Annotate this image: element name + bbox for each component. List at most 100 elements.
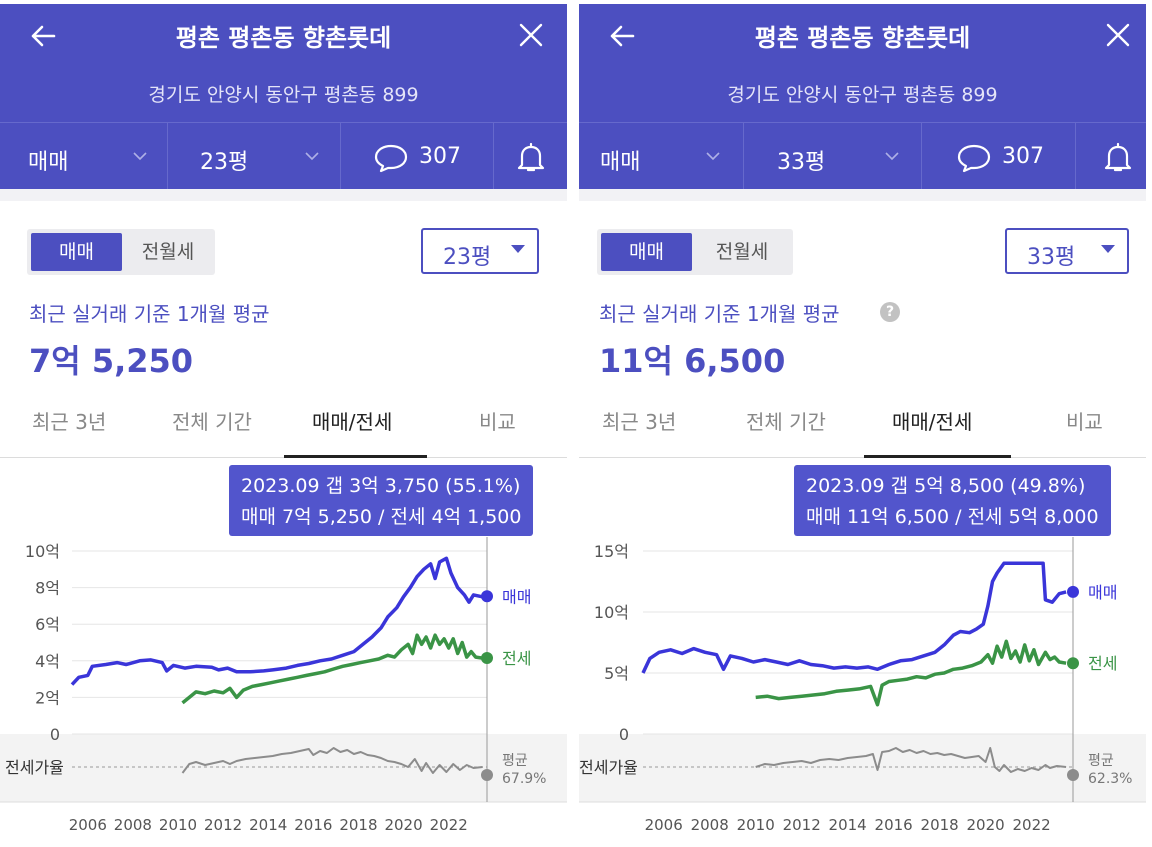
tab-all-period[interactable]: 전체 기간 — [172, 410, 252, 434]
x-tick-label: 2010 — [159, 816, 197, 834]
toggle-rent[interactable]: 전월세 — [715, 241, 769, 263]
size-label: 23평 — [200, 150, 249, 175]
sale-end-point — [1067, 585, 1079, 598]
panel-33: 평촌 평촌동 향촌롯데 경기도 안양시 동안구 평촌동 899 매매 33평 3… — [579, 4, 1146, 847]
active-tab-indicator — [284, 455, 427, 458]
y-tick-label: 4억 — [35, 652, 60, 671]
caret-down-icon — [511, 245, 525, 253]
x-tick-label: 2022 — [430, 816, 468, 834]
tab-recent-3y[interactable]: 최근 3년 — [32, 410, 107, 434]
tab-sale-jeonse[interactable]: 매매/전세 — [312, 410, 393, 434]
y-tick-label: 10억 — [594, 603, 629, 622]
app-header: 평촌 평촌동 향촌롯데 경기도 안양시 동안구 평촌동 899 매매 33평 3… — [579, 4, 1146, 190]
average-label: 평균 — [502, 753, 528, 769]
close-icon[interactable] — [517, 21, 545, 49]
x-tick-label: 2014 — [249, 816, 287, 834]
price-chart[interactable]: 15억 10억 5억 0 전세가율 2006 2008 2010 2012 2014 2016 201… — [579, 458, 1146, 847]
ratio-axis-label: 전세가율 — [5, 758, 64, 777]
x-tick-label: 2018 — [921, 816, 959, 834]
y-tick-label: 15억 — [594, 542, 629, 561]
average-ratio-value: 67.9% — [502, 771, 546, 787]
deal-type-dropdown[interactable]: 매매 — [579, 123, 744, 190]
y-tick-label: 2억 — [35, 688, 60, 707]
tab-sale-jeonse[interactable]: 매매/전세 — [892, 410, 973, 434]
ratio-band — [579, 734, 1146, 802]
page-title: 평촌 평촌동 향촌롯데 — [175, 24, 392, 52]
app-header: 평촌 평촌동 향촌롯데 경기도 안양시 동안구 평촌동 899 매매 23평 3… — [0, 4, 567, 190]
sale-line — [641, 561, 1067, 674]
comments-count: 307 — [419, 144, 461, 169]
jeonse-ratio-line — [181, 747, 483, 774]
y-tick-label: 0 — [50, 725, 60, 744]
price-chart[interactable]: 10억 8억 6억 4억 2억 0 전세가율 2006 2008 2010 2012 2014 2016… — [0, 458, 567, 847]
tooltip-gap-line: 2023.09 갭 5억 8,500 (49.8%) — [806, 475, 1086, 497]
close-icon[interactable] — [1104, 21, 1132, 49]
tab-compare[interactable]: 비교 — [1066, 410, 1103, 434]
chevron-down-icon — [885, 152, 899, 161]
filter-bar: 매매 23평 307 — [0, 122, 567, 190]
toggle-sale[interactable]: 매매 — [31, 233, 122, 271]
tooltip-price-line: 매매 11억 6,500 / 전세 5억 8,000 — [806, 506, 1099, 528]
divider-strip — [579, 189, 1146, 201]
sale-series-label: 매매 — [502, 587, 531, 606]
sale-series-label: 매매 — [1088, 583, 1117, 602]
chevron-down-icon — [133, 152, 147, 161]
y-tick-label: 10억 — [25, 542, 60, 561]
bell-button[interactable] — [494, 123, 567, 190]
size-label: 33평 — [777, 150, 826, 175]
sale-end-point — [481, 590, 493, 603]
chevron-down-icon — [305, 152, 319, 161]
x-tick-label: 2016 — [294, 816, 332, 834]
average-price: 7억 5,250 — [29, 342, 194, 380]
average-price: 11억 6,500 — [599, 342, 786, 380]
size-dropdown[interactable]: 23평 — [168, 123, 341, 190]
size-dropdown[interactable]: 33평 — [744, 123, 922, 190]
y-tick-label: 0 — [619, 725, 629, 744]
deal-type-label: 매매 — [600, 150, 641, 175]
y-tick-label: 8억 — [35, 579, 60, 598]
question-mark-icon[interactable]: ? — [880, 302, 900, 322]
tab-all-period[interactable]: 전체 기간 — [746, 410, 826, 434]
caret-down-icon — [1101, 245, 1115, 253]
arrow-left-icon[interactable] — [607, 21, 637, 51]
x-tick-label: 2006 — [69, 816, 107, 834]
size-select[interactable]: 23평 — [421, 228, 539, 274]
arrow-left-icon[interactable] — [28, 21, 58, 51]
speech-bubble-icon — [957, 144, 991, 173]
toggle-rent[interactable]: 전월세 — [141, 241, 195, 263]
tab-divider — [0, 457, 567, 458]
jeonse-end-point — [1067, 657, 1079, 670]
tooltip-price-line: 매매 7억 5,250 / 전세 4억 1,500 — [241, 506, 522, 528]
y-tick-label: 6억 — [35, 615, 60, 634]
sale-line — [70, 556, 483, 686]
jeonse-line — [181, 633, 483, 705]
comments-button[interactable]: 307 — [922, 123, 1076, 190]
size-select-value: 33평 — [1027, 245, 1076, 270]
x-tick-label: 2014 — [829, 816, 867, 834]
toggle-sale[interactable]: 매매 — [601, 233, 692, 271]
chart-tooltip: 2023.09 갭 3억 3,750 (55.1%) 매매 7억 5,250 /… — [229, 465, 534, 536]
bell-icon — [1104, 142, 1132, 172]
speech-bubble-icon — [374, 144, 408, 173]
chevron-down-icon — [706, 152, 720, 161]
bell-icon — [517, 142, 545, 172]
bell-button[interactable] — [1076, 123, 1146, 190]
comments-count: 307 — [1002, 144, 1044, 169]
average-label: 평균 — [1088, 753, 1114, 769]
deal-type-dropdown[interactable]: 매매 — [0, 123, 168, 190]
tab-divider — [579, 457, 1146, 458]
size-select[interactable]: 33평 — [1005, 228, 1129, 274]
x-tick-label: 2010 — [737, 816, 775, 834]
address: 경기도 안양시 동안구 평촌동 899 — [727, 84, 998, 106]
ratio-end-point — [1067, 769, 1079, 781]
jeonse-series-label: 전세 — [1088, 654, 1117, 673]
filter-bar: 매매 33평 307 — [579, 122, 1146, 190]
deal-type-label: 매매 — [28, 150, 69, 175]
x-tick-label: 2018 — [339, 816, 377, 834]
jeonse-end-point — [481, 652, 493, 665]
jeonse-ratio-line — [755, 747, 1067, 773]
tab-recent-3y[interactable]: 최근 3년 — [602, 410, 677, 434]
x-tick-label: 2012 — [783, 816, 821, 834]
comments-button[interactable]: 307 — [341, 123, 494, 190]
tab-compare[interactable]: 비교 — [479, 410, 516, 434]
